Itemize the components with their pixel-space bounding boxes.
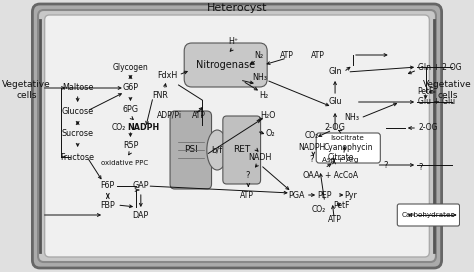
FancyBboxPatch shape: [38, 10, 436, 262]
Text: Isocitrate: Isocitrate: [330, 135, 364, 141]
Text: ?: ?: [384, 160, 388, 169]
Text: ?: ?: [309, 156, 314, 165]
Text: ATP: ATP: [240, 190, 255, 199]
Text: OAA: OAA: [303, 171, 320, 180]
Text: Gln + 2-OG: Gln + 2-OG: [418, 63, 462, 72]
Text: Vegetative
cells: Vegetative cells: [423, 80, 472, 100]
FancyBboxPatch shape: [397, 204, 459, 226]
Text: CO₂: CO₂: [312, 206, 326, 215]
Text: Vegetative
cells: Vegetative cells: [2, 80, 51, 100]
Text: NADPH: NADPH: [128, 123, 160, 132]
FancyBboxPatch shape: [45, 15, 429, 257]
FancyBboxPatch shape: [316, 133, 380, 163]
Text: PetF: PetF: [417, 88, 434, 97]
Text: Maltose: Maltose: [62, 84, 93, 92]
Text: 2-OG: 2-OG: [418, 123, 438, 132]
Text: Nitrogenase: Nitrogenase: [196, 60, 255, 70]
Text: PetF: PetF: [333, 200, 350, 209]
Text: NADH: NADH: [248, 153, 271, 162]
Text: 6PG: 6PG: [122, 106, 138, 115]
Text: ATP: ATP: [192, 110, 206, 119]
Text: Glu: Glu: [328, 97, 342, 107]
Text: 2-OG: 2-OG: [325, 123, 346, 132]
Text: CO₂: CO₂: [112, 123, 126, 132]
Text: H₂: H₂: [259, 91, 268, 100]
Text: NH₃: NH₃: [252, 73, 267, 82]
Text: FNR: FNR: [153, 91, 169, 100]
Ellipse shape: [207, 130, 228, 170]
Text: Pyr: Pyr: [345, 190, 357, 199]
Text: oxidative PPC: oxidative PPC: [101, 160, 148, 166]
Text: ?: ?: [245, 171, 250, 180]
Text: Glu + Glu: Glu + Glu: [418, 97, 455, 107]
Text: PSI: PSI: [184, 146, 198, 154]
Text: Fructose: Fructose: [61, 153, 95, 162]
Text: b/f: b/f: [211, 146, 223, 154]
Text: PEP: PEP: [318, 190, 332, 199]
Text: NADPH: NADPH: [298, 144, 325, 153]
Text: N₂: N₂: [254, 51, 263, 60]
Text: ATP: ATP: [311, 51, 325, 60]
Text: DAP: DAP: [133, 211, 149, 220]
Text: ?: ?: [418, 163, 422, 172]
Text: ATP: ATP: [328, 215, 342, 224]
Text: ADP/Pi: ADP/Pi: [156, 110, 182, 119]
Text: + AcCoA: + AcCoA: [325, 171, 358, 180]
Text: Gln: Gln: [328, 67, 342, 76]
Text: R5P: R5P: [123, 141, 138, 150]
FancyBboxPatch shape: [184, 43, 267, 87]
Text: Sucrose: Sucrose: [62, 129, 94, 138]
Text: O₂: O₂: [265, 128, 275, 138]
Text: G6P: G6P: [122, 84, 138, 92]
Text: H₂O: H₂O: [260, 110, 276, 119]
Text: F6P: F6P: [100, 181, 115, 190]
Text: FBP: FBP: [100, 200, 115, 209]
Text: Carbohydrates: Carbohydrates: [402, 212, 455, 218]
Text: ATP: ATP: [280, 51, 294, 60]
Text: RET: RET: [233, 146, 250, 154]
Text: Citrate: Citrate: [328, 153, 354, 162]
Text: Asp + Arg: Asp + Arg: [321, 157, 358, 163]
FancyBboxPatch shape: [170, 111, 211, 189]
FancyBboxPatch shape: [32, 4, 442, 268]
Text: Heterocyst: Heterocyst: [207, 3, 267, 13]
FancyBboxPatch shape: [223, 116, 261, 184]
Text: PGA: PGA: [288, 190, 305, 199]
Text: H⁺: H⁺: [228, 38, 238, 47]
Text: CO₂: CO₂: [304, 131, 319, 140]
Text: Glycogen: Glycogen: [112, 63, 148, 73]
Text: GAP: GAP: [133, 181, 149, 190]
Text: Cyanophycin: Cyanophycin: [324, 144, 373, 153]
Text: Glucose: Glucose: [62, 107, 94, 116]
Text: NH₃: NH₃: [345, 113, 360, 122]
Text: FdxH: FdxH: [157, 70, 177, 79]
